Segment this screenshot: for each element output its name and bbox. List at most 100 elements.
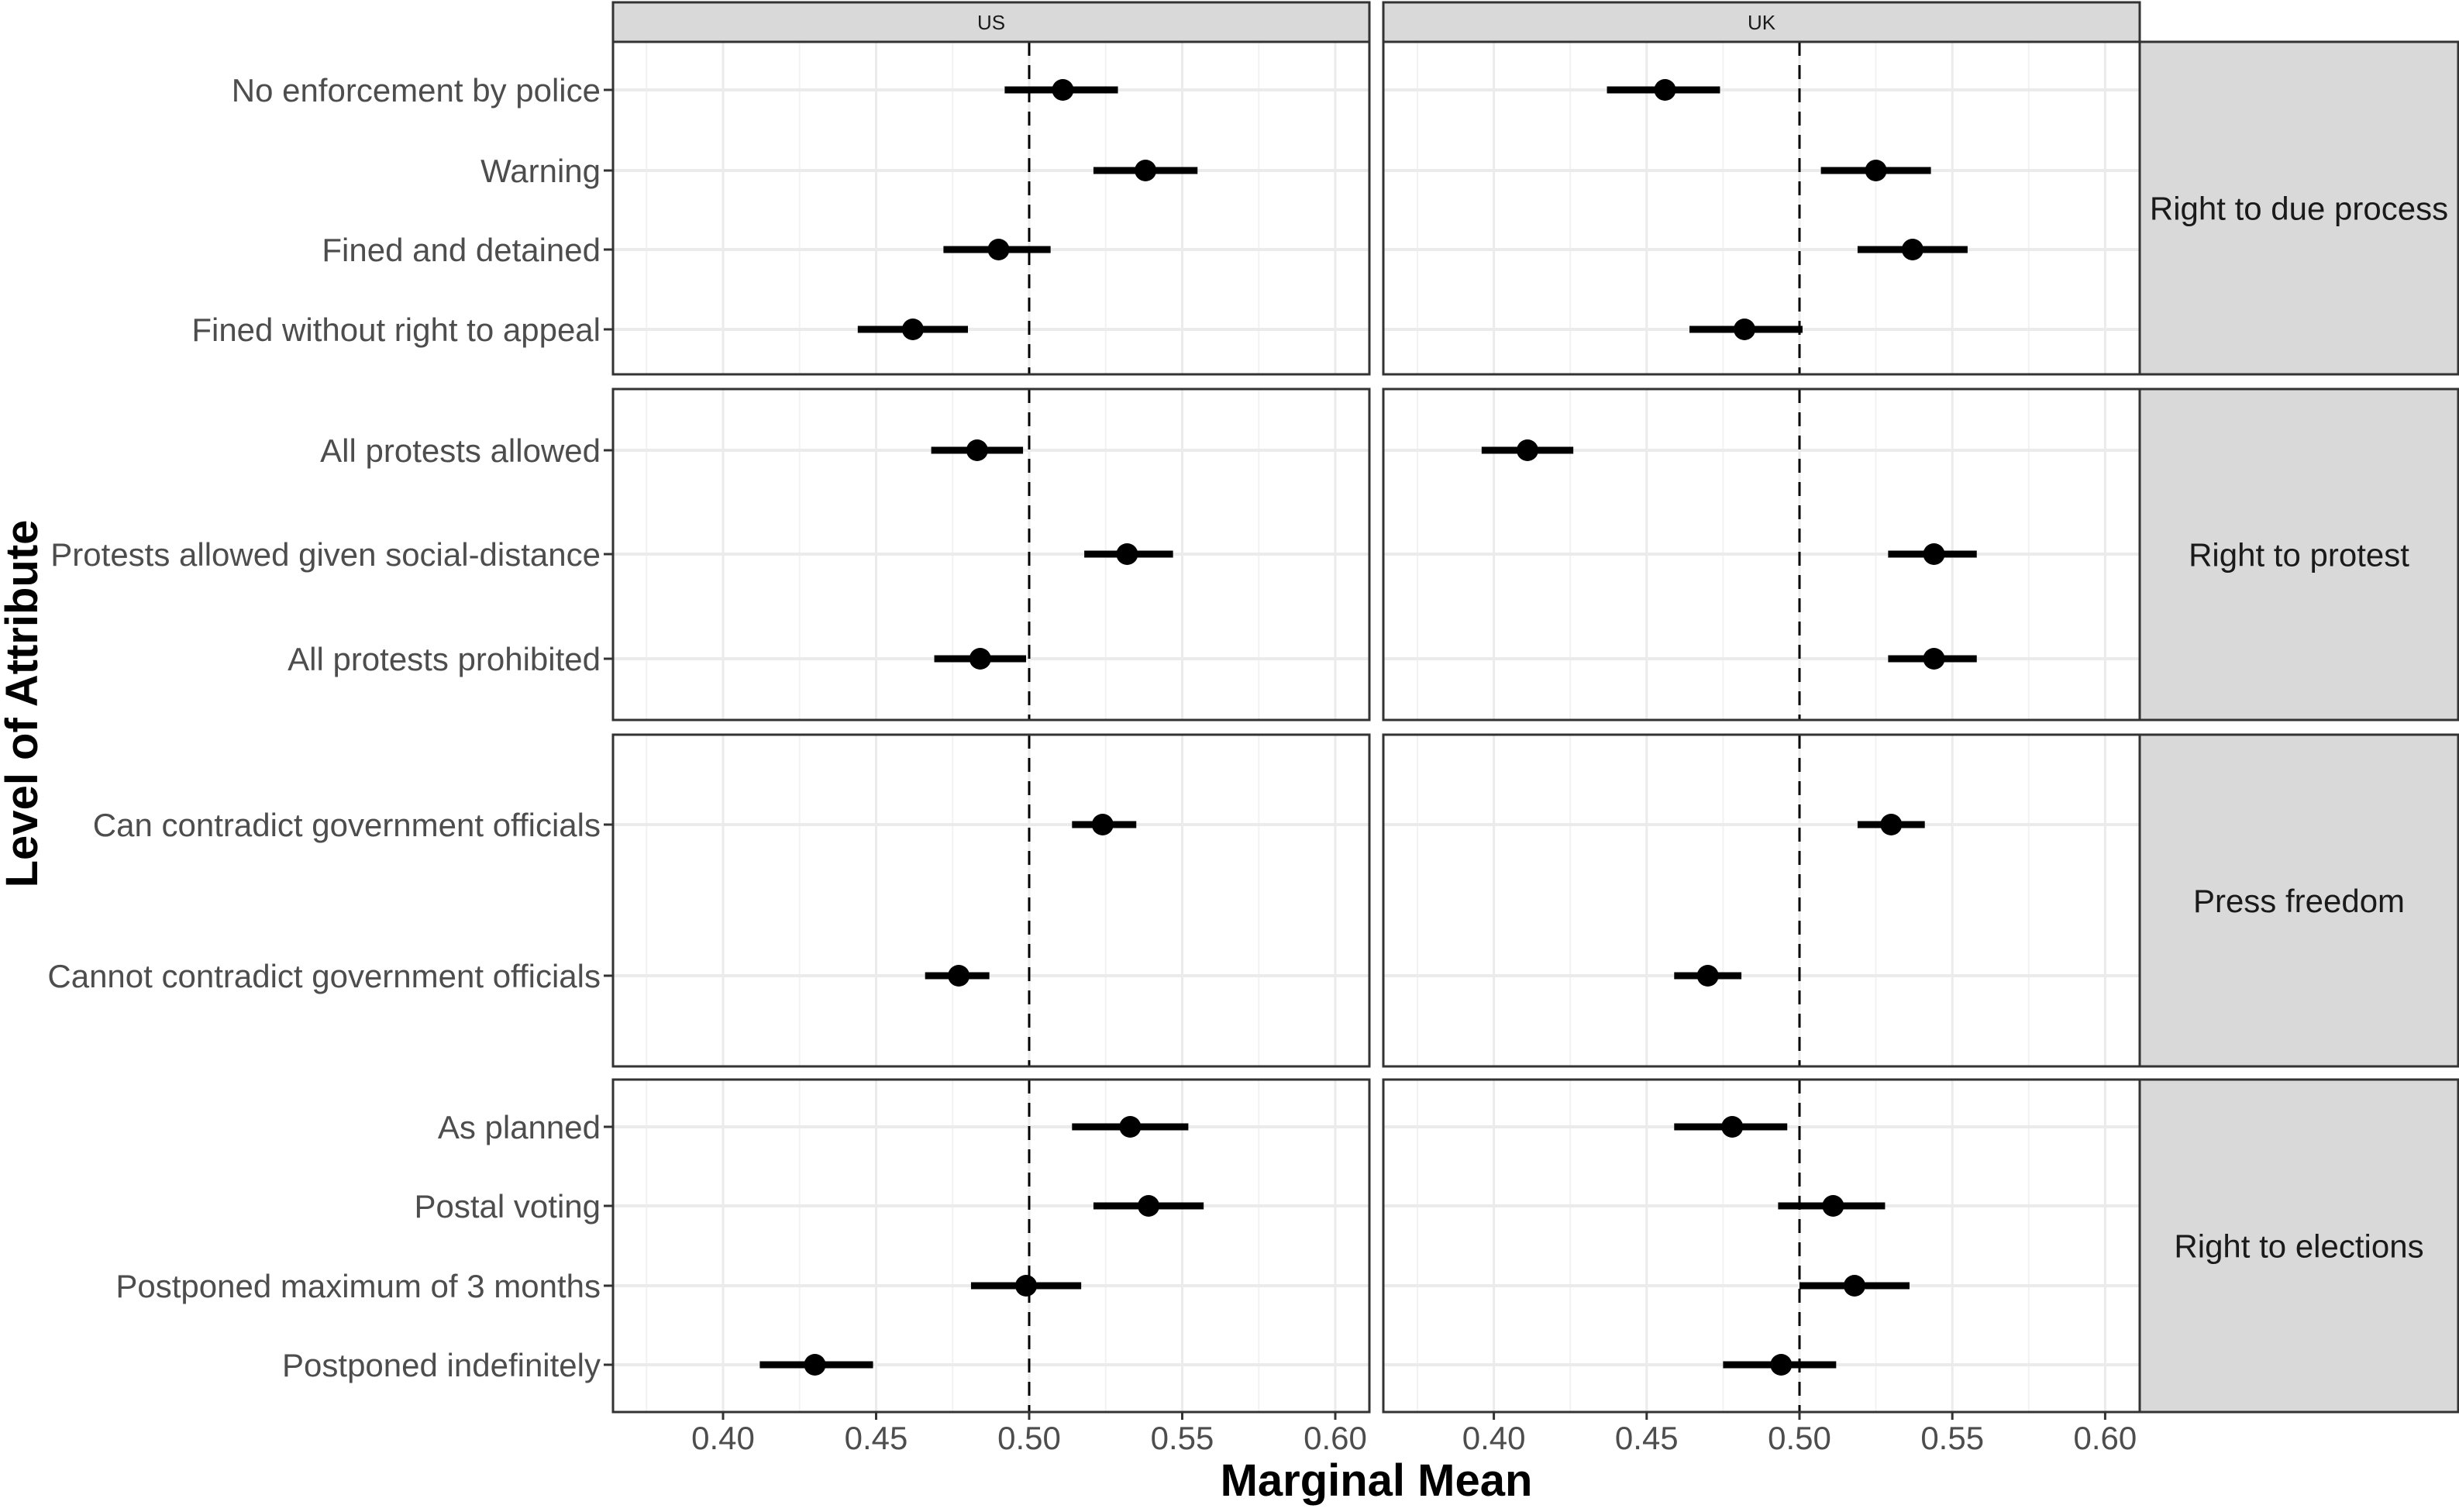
data-points <box>759 79 1977 1376</box>
estimate-point-with-ci <box>1093 1195 1204 1217</box>
point-estimate-marker <box>901 319 924 340</box>
point-estimate-marker <box>1135 160 1157 181</box>
point-estimate-marker <box>969 648 991 670</box>
x-axis-title: Marginal Mean <box>1221 1455 1533 1506</box>
point-estimate-marker <box>1138 1195 1160 1217</box>
x-axis: 0.40 0.45 0.50 0.55 0.60 0.40 0.45 0.50 0.55 0.60 <box>691 1412 2137 1456</box>
point-estimate-marker <box>1822 1195 1844 1217</box>
point-estimate-marker <box>1880 814 1903 835</box>
estimate-point-with-ci <box>1799 1275 1910 1297</box>
point-estimate-marker <box>966 439 988 461</box>
x-tick-label: 0.55 <box>1151 1420 1214 1456</box>
x-tick-label: 0.40 <box>691 1420 755 1456</box>
gridlines <box>613 42 2140 1412</box>
row-strip-label: Right to elections <box>2174 1228 2423 1265</box>
attribute-level-label: Protests allowed given social-distance <box>50 536 601 573</box>
estimate-point-with-ci <box>970 1275 1082 1297</box>
attribute-level-label: As planned <box>438 1109 601 1145</box>
point-estimate-marker <box>1119 1116 1142 1138</box>
point-estimate-marker <box>1052 79 1074 101</box>
estimate-point-with-ci <box>1778 1195 1886 1217</box>
attribute-level-label: All protests allowed <box>320 432 601 469</box>
estimate-point-with-ci <box>1674 1116 1788 1138</box>
estimate-point-with-ci <box>1004 79 1118 101</box>
attribute-level-label: Fined and detained <box>322 232 601 268</box>
attribute-level-label: All protests prohibited <box>288 641 601 677</box>
row-strip-background <box>2138 733 2459 1068</box>
point-estimate-marker <box>1865 160 1887 181</box>
panel-border <box>611 733 1371 1068</box>
point-estimate-marker <box>1091 814 1114 835</box>
estimate-point-with-ci <box>1607 79 1720 101</box>
y-axis-labels: No enforcement by police Warning Fined and… <box>47 72 613 1383</box>
estimate-point-with-ci <box>1481 439 1574 461</box>
estimate-point-with-ci <box>1674 965 1742 987</box>
estimate-point-with-ci <box>1084 543 1173 565</box>
row-strip-label: Right to due process <box>2150 191 2448 227</box>
row-strip-background <box>2138 40 2459 376</box>
column-strip-background <box>1382 1 2141 43</box>
point-estimate-marker <box>1654 79 1676 101</box>
estimate-point-with-ci <box>1820 160 1931 181</box>
point-estimate-marker <box>1015 1275 1038 1297</box>
row-strip-label: Right to protest <box>2189 537 2409 573</box>
point-estimate-marker <box>1516 439 1538 461</box>
estimate-point-with-ci <box>1857 239 1968 260</box>
attribute-level-label: Warning <box>480 153 601 189</box>
point-estimate-marker <box>987 239 1010 260</box>
point-estimate-marker <box>948 965 970 987</box>
x-tick-label: 0.55 <box>1920 1420 1984 1456</box>
panel-border <box>611 1078 1371 1414</box>
point-estimate-marker <box>1116 543 1138 565</box>
x-tick-label: 0.50 <box>1768 1420 1831 1456</box>
row-strip-background <box>2138 387 2459 722</box>
facet-strips: Right to due process Right to protest Pres… <box>611 1 2459 1414</box>
column-strip-label: US <box>977 11 1005 34</box>
attribute-level-label: Postal voting <box>415 1188 601 1224</box>
attribute-level-label: Postponed indefinitely <box>282 1347 601 1383</box>
row-strip-label: Press freedom <box>2193 883 2405 919</box>
attribute-level-label: Can contradict government officials <box>93 807 601 843</box>
estimate-point-with-ci <box>931 439 1024 461</box>
column-strip-background <box>611 1 1371 43</box>
y-axis-title: Level of Attribute <box>0 520 47 888</box>
x-tick-label: 0.40 <box>1462 1420 1526 1456</box>
point-estimate-marker <box>1923 543 1945 565</box>
estimate-point-with-ci <box>1888 543 1977 565</box>
point-estimate-marker <box>1696 965 1719 987</box>
point-estimate-marker <box>804 1354 826 1376</box>
column-strip-label: UK <box>1748 11 1776 34</box>
x-tick-label: 0.60 <box>1304 1420 1367 1456</box>
point-estimate-marker <box>1734 319 1756 340</box>
estimate-point-with-ci <box>1072 814 1137 835</box>
attribute-level-label: No enforcement by police <box>232 72 601 108</box>
estimate-point-with-ci <box>943 239 1051 260</box>
point-estimate-marker <box>1901 239 1923 260</box>
attribute-level-label: Fined without right to appeal <box>191 312 601 348</box>
row-strip-background <box>2138 1078 2459 1414</box>
point-estimate-marker <box>1721 1116 1744 1138</box>
x-tick-label: 0.60 <box>2074 1420 2137 1456</box>
estimate-point-with-ci <box>1857 814 1925 835</box>
estimate-point-with-ci <box>925 965 990 987</box>
estimate-point-with-ci <box>1888 648 1977 670</box>
attribute-level-label: Postponed maximum of 3 months <box>115 1268 601 1304</box>
estimate-point-with-ci <box>857 319 968 340</box>
point-estimate-marker <box>1770 1354 1793 1376</box>
reference-lines <box>1028 42 1801 1412</box>
estimate-point-with-ci <box>1723 1354 1837 1376</box>
x-tick-label: 0.45 <box>845 1420 908 1456</box>
point-estimate-marker <box>1923 648 1945 670</box>
estimate-point-with-ci <box>1072 1116 1189 1138</box>
estimate-point-with-ci <box>759 1354 873 1376</box>
estimate-point-with-ci <box>1689 319 1803 340</box>
x-tick-label: 0.50 <box>997 1420 1061 1456</box>
point-estimate-marker <box>1843 1275 1865 1297</box>
attribute-level-label: Cannot contradict government officials <box>47 958 601 994</box>
estimate-point-with-ci <box>1093 160 1198 181</box>
x-tick-label: 0.45 <box>1615 1420 1679 1456</box>
estimate-point-with-ci <box>934 648 1027 670</box>
